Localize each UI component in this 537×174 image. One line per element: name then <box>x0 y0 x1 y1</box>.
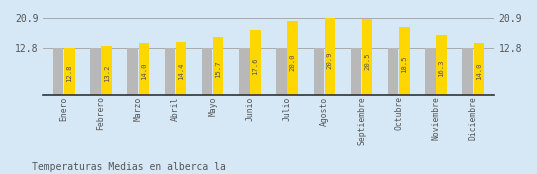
Bar <box>314 48 324 95</box>
Bar <box>139 43 149 95</box>
Text: 13.2: 13.2 <box>104 64 110 82</box>
Bar <box>213 37 223 95</box>
Bar <box>325 18 335 95</box>
Bar <box>287 21 298 95</box>
Bar <box>425 48 436 95</box>
Text: 12.8: 12.8 <box>67 65 72 82</box>
Text: 18.5: 18.5 <box>401 56 408 73</box>
Bar <box>462 48 473 95</box>
Bar <box>474 43 484 95</box>
Bar <box>127 48 138 95</box>
Bar <box>165 48 175 95</box>
Bar <box>351 48 361 95</box>
Text: 14.4: 14.4 <box>178 62 184 80</box>
Bar <box>399 27 410 95</box>
Text: 20.0: 20.0 <box>289 53 296 70</box>
Text: Temperaturas Medias en alberca la: Temperaturas Medias en alberca la <box>32 162 226 172</box>
Text: 14.0: 14.0 <box>141 63 147 80</box>
Bar <box>437 35 447 95</box>
Bar <box>90 48 100 95</box>
Text: 16.3: 16.3 <box>439 59 445 77</box>
Bar <box>202 48 212 95</box>
Bar <box>362 19 372 95</box>
Bar <box>176 42 186 95</box>
Text: 17.6: 17.6 <box>252 57 258 74</box>
Bar <box>64 48 75 95</box>
Text: 20.5: 20.5 <box>364 52 370 70</box>
Bar <box>53 48 63 95</box>
Bar <box>277 48 287 95</box>
Text: 20.9: 20.9 <box>327 52 333 69</box>
Bar <box>250 30 260 95</box>
Bar <box>101 46 112 95</box>
Text: 14.0: 14.0 <box>476 63 482 80</box>
Text: 15.7: 15.7 <box>215 60 221 78</box>
Bar <box>239 48 250 95</box>
Bar <box>388 48 398 95</box>
